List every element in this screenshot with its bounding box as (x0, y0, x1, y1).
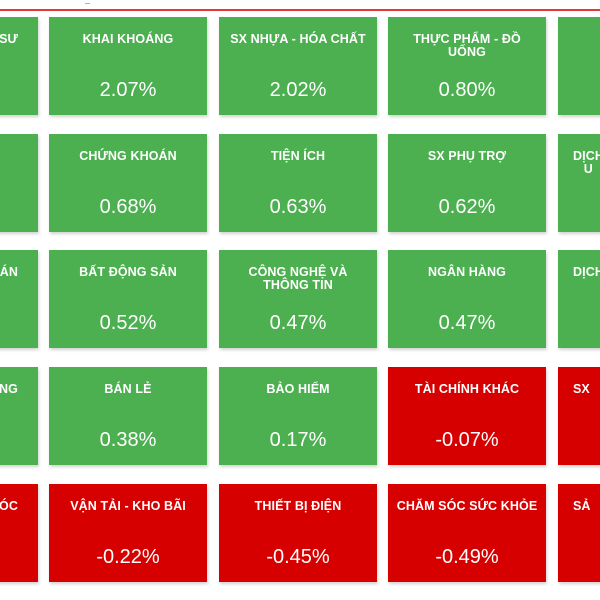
sector-name: CHỨNG KHOÁN (79, 149, 177, 163)
sector-change: 0.52% (99, 312, 157, 334)
sector-name: DỊCH U (573, 149, 600, 176)
sector-change: 0.47% (438, 312, 496, 334)
sector-name: SX NHỰA - HÓA CHẤT (230, 32, 366, 46)
sector-name: THỰC PHẨM - ĐỒ UỐNG (413, 32, 521, 59)
sector-tile[interactable] (0, 134, 38, 232)
sector-change: 0.68% (99, 196, 157, 218)
sector-name: BẤT ĐỘNG SẢN (79, 265, 177, 279)
sector-tile[interactable]: THIẾT BỊ ĐIỆN -0.45% (219, 484, 377, 582)
sector-name: THIẾT BỊ ĐIỆN (254, 499, 342, 513)
sector-change: -0.07% (435, 429, 499, 451)
sector-tile[interactable] (558, 17, 600, 115)
sector-tile[interactable]: SX NHỰA - HÓA CHẤT 2.02% (219, 17, 377, 115)
sector-change: 0.80% (438, 79, 496, 101)
sector-name: TIỆN ÍCH (270, 149, 326, 163)
sector-tile[interactable]: SƯ (0, 17, 38, 115)
sector-tile[interactable]: SX (558, 367, 600, 465)
sector-name: MÓC (0, 499, 18, 513)
sector-change: 0.47% (269, 312, 327, 334)
sector-tile[interactable]: KHAI KHOÁNG 2.07% (49, 17, 207, 115)
sector-name: SƯ (0, 32, 18, 46)
sector-tile[interactable]: TIỆN ÍCH 0.63% (219, 134, 377, 232)
sector-tile[interactable]: DỊCH U (558, 134, 600, 232)
sector-name: SX PHỤ TRỢ (427, 149, 507, 163)
sector-name: SẢ (573, 499, 591, 513)
sector-tile[interactable]: CÔNG NGHỆ VÀ THÔNG TIN 0.47% (219, 250, 377, 348)
header-mark (85, 0, 90, 4)
sector-tile[interactable]: BẢO HIỂM 0.17% (219, 367, 377, 465)
sector-name: KHAI KHOÁNG (82, 32, 174, 46)
sector-tile[interactable]: BÁN LẺ 0.38% (49, 367, 207, 465)
sector-name: VẬN TẢI - KHO BÃI (70, 499, 186, 513)
sector-change: 0.63% (269, 196, 327, 218)
sector-change: -0.45% (266, 546, 330, 568)
header-divider (0, 9, 600, 11)
sector-name: BÁN LẺ (104, 382, 152, 396)
sector-change: 2.02% (269, 79, 327, 101)
sector-tile[interactable]: TÀI CHÍNH KHÁC -0.07% (388, 367, 546, 465)
sector-change: 2.07% (99, 79, 157, 101)
sector-name: CHĂM SÓC SỨC KHỎE (396, 499, 538, 513)
sector-name: SX (573, 382, 590, 396)
sector-tile[interactable]: CHỨNG KHOÁN 0.68% (49, 134, 207, 232)
sector-name: TÀI CHÍNH KHÁC (414, 382, 520, 396)
sector-tile[interactable]: VẬN TẢI - KHO BÃI -0.22% (49, 484, 207, 582)
sector-tile[interactable]: CHĂM SÓC SỨC KHỎE -0.49% (388, 484, 546, 582)
sector-change: -0.22% (96, 546, 160, 568)
sector-tile[interactable]: THỰC PHẨM - ĐỒ UỐNG 0.80% (388, 17, 546, 115)
sector-tile[interactable]: DỊCH V (558, 250, 600, 348)
sector-tile[interactable]: NG (0, 367, 38, 465)
sector-name: ÁN (0, 265, 18, 279)
sector-tile[interactable]: ÁN (0, 250, 38, 348)
sector-tile[interactable]: MÓC (0, 484, 38, 582)
sector-tile[interactable]: SX PHỤ TRỢ 0.62% (388, 134, 546, 232)
sector-name: NGÂN HÀNG (428, 265, 506, 279)
sector-change: 0.17% (269, 429, 327, 451)
sector-name: DỊCH V (573, 265, 600, 279)
sector-name: NG (0, 382, 18, 396)
sector-tile[interactable]: SẢ (558, 484, 600, 582)
sector-tile[interactable]: BẤT ĐỘNG SẢN 0.52% (49, 250, 207, 348)
sector-change: 0.38% (99, 429, 157, 451)
sector-change: -0.49% (435, 546, 499, 568)
sector-tile[interactable]: NGÂN HÀNG 0.47% (388, 250, 546, 348)
sector-name: CÔNG NGHỆ VÀ THÔNG TIN (248, 265, 348, 292)
sector-name: BẢO HIỂM (266, 382, 330, 396)
sector-change: 0.62% (438, 196, 496, 218)
